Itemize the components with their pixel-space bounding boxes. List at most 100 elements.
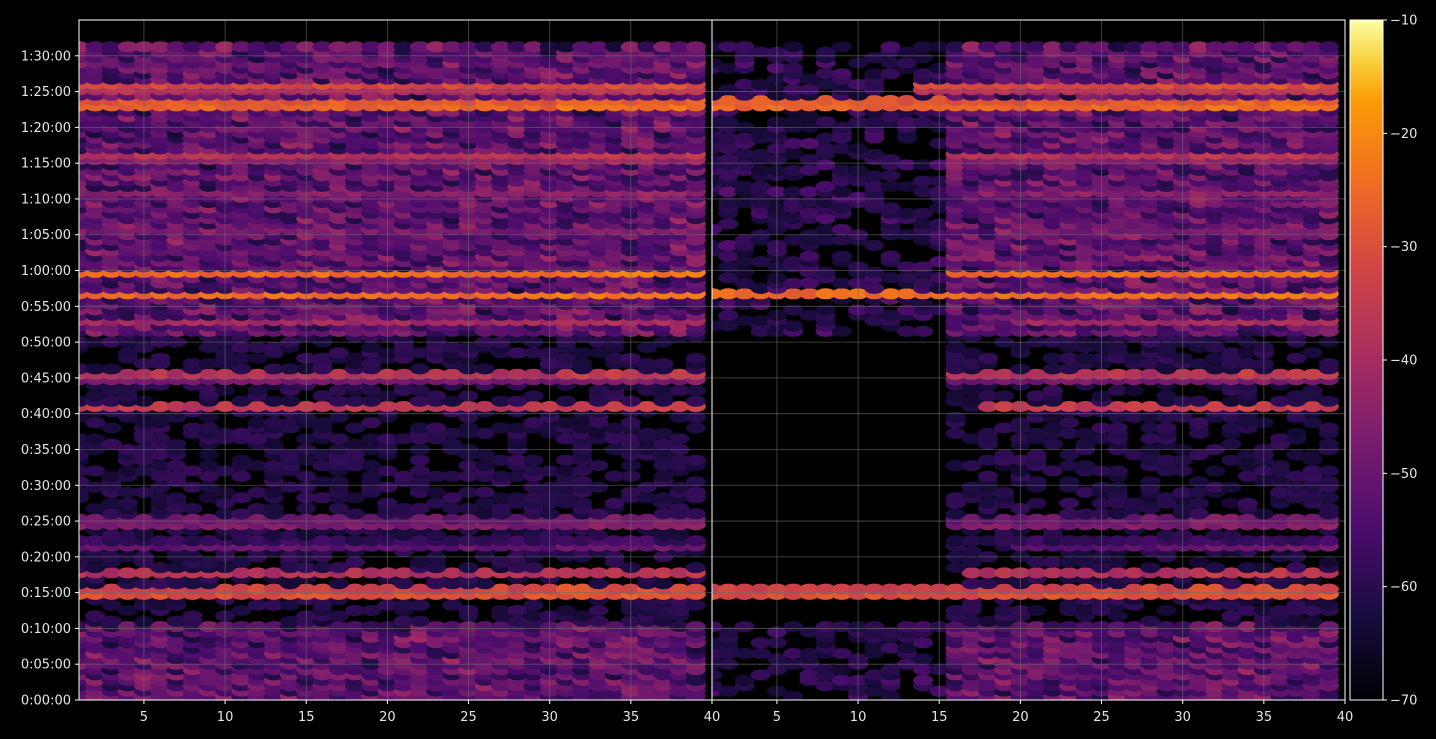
heatmap-cell xyxy=(1302,449,1323,461)
heatmap-cell xyxy=(117,368,138,380)
heatmap-cell xyxy=(361,470,382,482)
heatmap-cell xyxy=(1059,401,1080,412)
heatmap-cell xyxy=(1107,401,1128,412)
heatmap-cell xyxy=(426,529,447,541)
heatmap-cell xyxy=(1059,417,1080,429)
heatmap-cell xyxy=(150,535,171,547)
heatmap-cell xyxy=(361,358,382,370)
heatmap-cell xyxy=(507,395,528,407)
heatmap-cell xyxy=(182,41,203,53)
heatmap-cell xyxy=(117,347,138,359)
heatmap-cell xyxy=(409,556,430,568)
heatmap-cell xyxy=(637,427,658,439)
heatmap-cell xyxy=(393,503,414,514)
heatmap-cell xyxy=(604,41,625,53)
heatmap-cell xyxy=(1075,605,1096,616)
heatmap-cell xyxy=(231,470,252,482)
heatmap-cell xyxy=(198,556,219,568)
heatmap-cell xyxy=(961,578,982,590)
heatmap-cell xyxy=(393,615,414,627)
heatmap-cell xyxy=(588,615,609,627)
heatmap-cell xyxy=(977,567,998,579)
heatmap-cell xyxy=(572,465,593,477)
heatmap-cell xyxy=(1107,481,1128,493)
heatmap-cell xyxy=(263,583,284,595)
heatmap-cell xyxy=(555,492,576,504)
heatmap-cell xyxy=(263,503,284,514)
heatmap-cell xyxy=(474,508,495,520)
heatmap-cell xyxy=(474,449,495,461)
heatmap-cell xyxy=(182,503,203,514)
heatmap-cell xyxy=(426,486,447,498)
heatmap-cell xyxy=(442,578,463,590)
heatmap-cell xyxy=(1042,621,1063,633)
heatmap-cell xyxy=(1075,427,1096,439)
heatmap-cell xyxy=(1140,358,1161,370)
heatmap-cell xyxy=(247,583,268,595)
heatmap-cell xyxy=(880,664,901,676)
heatmap-cell xyxy=(1042,465,1063,477)
heatmap-cell xyxy=(1270,395,1291,407)
heatmap-cell xyxy=(1107,567,1128,579)
heatmap-cell xyxy=(393,401,414,412)
heatmap-cell xyxy=(1075,621,1096,633)
heatmap-cell xyxy=(637,599,658,611)
heatmap-cell xyxy=(1140,368,1161,380)
heatmap-cell xyxy=(491,368,511,380)
heatmap-cell xyxy=(344,535,365,547)
heatmap-cell xyxy=(361,433,382,445)
heatmap-cell xyxy=(1156,567,1177,579)
heatmap-cell xyxy=(961,433,982,445)
heatmap-cell xyxy=(572,358,593,370)
heatmap-cell xyxy=(994,449,1015,461)
heatmap-cell xyxy=(85,562,106,574)
heatmap-cell xyxy=(1026,567,1047,579)
heatmap-cell xyxy=(977,578,998,590)
heatmap-cell xyxy=(1286,513,1307,525)
heatmap-cell xyxy=(101,422,122,434)
heatmap-cell xyxy=(864,669,885,681)
heatmap-cell xyxy=(101,438,122,450)
heatmap-cell xyxy=(572,567,593,579)
heatmap-cell xyxy=(507,422,528,434)
heatmap-cell xyxy=(474,486,495,498)
heatmap-cell xyxy=(198,492,219,504)
heatmap-cell xyxy=(409,384,430,396)
heatmap-cell xyxy=(409,395,430,407)
heatmap-cell xyxy=(344,438,365,450)
heatmap-cell xyxy=(1156,605,1177,616)
heatmap-cell xyxy=(994,486,1015,498)
heatmap-cell xyxy=(1318,358,1339,370)
heatmap-cell xyxy=(79,476,89,488)
heatmap-cell xyxy=(1026,427,1047,439)
heatmap-cell xyxy=(864,621,885,633)
heatmap-cell xyxy=(182,535,203,547)
heatmap-cell xyxy=(344,621,365,633)
heatmap-cell xyxy=(1124,513,1144,525)
heatmap-cell xyxy=(653,508,674,520)
heatmap-cell xyxy=(961,347,982,359)
heatmap-cell xyxy=(247,567,268,579)
heatmap-cell xyxy=(247,401,268,412)
heatmap-cell xyxy=(1302,368,1323,380)
heatmap-cell xyxy=(409,503,430,514)
heatmap-cell xyxy=(280,529,300,541)
heatmap-cell xyxy=(977,497,998,509)
heatmap-cell xyxy=(555,605,576,616)
heatmap-cell xyxy=(150,492,171,504)
heatmap-cell xyxy=(198,368,219,380)
heatmap-cell xyxy=(1140,411,1161,423)
heatmap-cell xyxy=(79,41,89,53)
heatmap-cell xyxy=(555,454,576,466)
heatmap-cell xyxy=(263,342,284,353)
heatmap-cell xyxy=(442,567,463,579)
heatmap-cell xyxy=(1205,583,1226,595)
heatmap-cell xyxy=(1302,401,1323,412)
heatmap-cell xyxy=(1286,449,1307,461)
heatmap-cell xyxy=(263,567,284,579)
heatmap-cell xyxy=(361,567,382,579)
heatmap-cell xyxy=(896,583,917,595)
heatmap-cell xyxy=(442,503,463,514)
heatmap-cell xyxy=(263,438,284,450)
heatmap-cell xyxy=(247,384,268,396)
